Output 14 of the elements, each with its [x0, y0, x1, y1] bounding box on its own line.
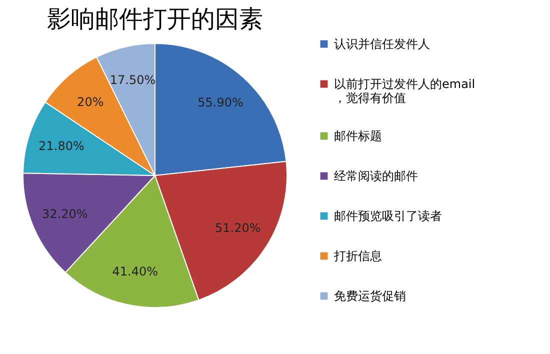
data-label: 41.40% [112, 264, 158, 278]
data-label: 55.90% [198, 96, 244, 110]
legend-label: 认识并信任发件人 [334, 37, 430, 51]
legend-label: 邮件预览吸引了读者 [334, 209, 442, 223]
legend-label: 免费运货促销 [334, 289, 406, 303]
legend-label: 邮件标题 [334, 129, 382, 143]
legend-label: 打折信息 [333, 249, 382, 263]
legend-label: 以前打开过发件人的email，觉得有价值 [334, 77, 476, 105]
data-label: 51.20% [215, 220, 261, 235]
data-label: 21.80% [38, 139, 84, 154]
data-label: 20% [77, 94, 104, 109]
data-label: 32.20% [42, 206, 88, 221]
chart-title: 影响邮件打开的因素 [47, 5, 263, 33]
legend-label: 经常阅读的邮件 [334, 169, 418, 183]
